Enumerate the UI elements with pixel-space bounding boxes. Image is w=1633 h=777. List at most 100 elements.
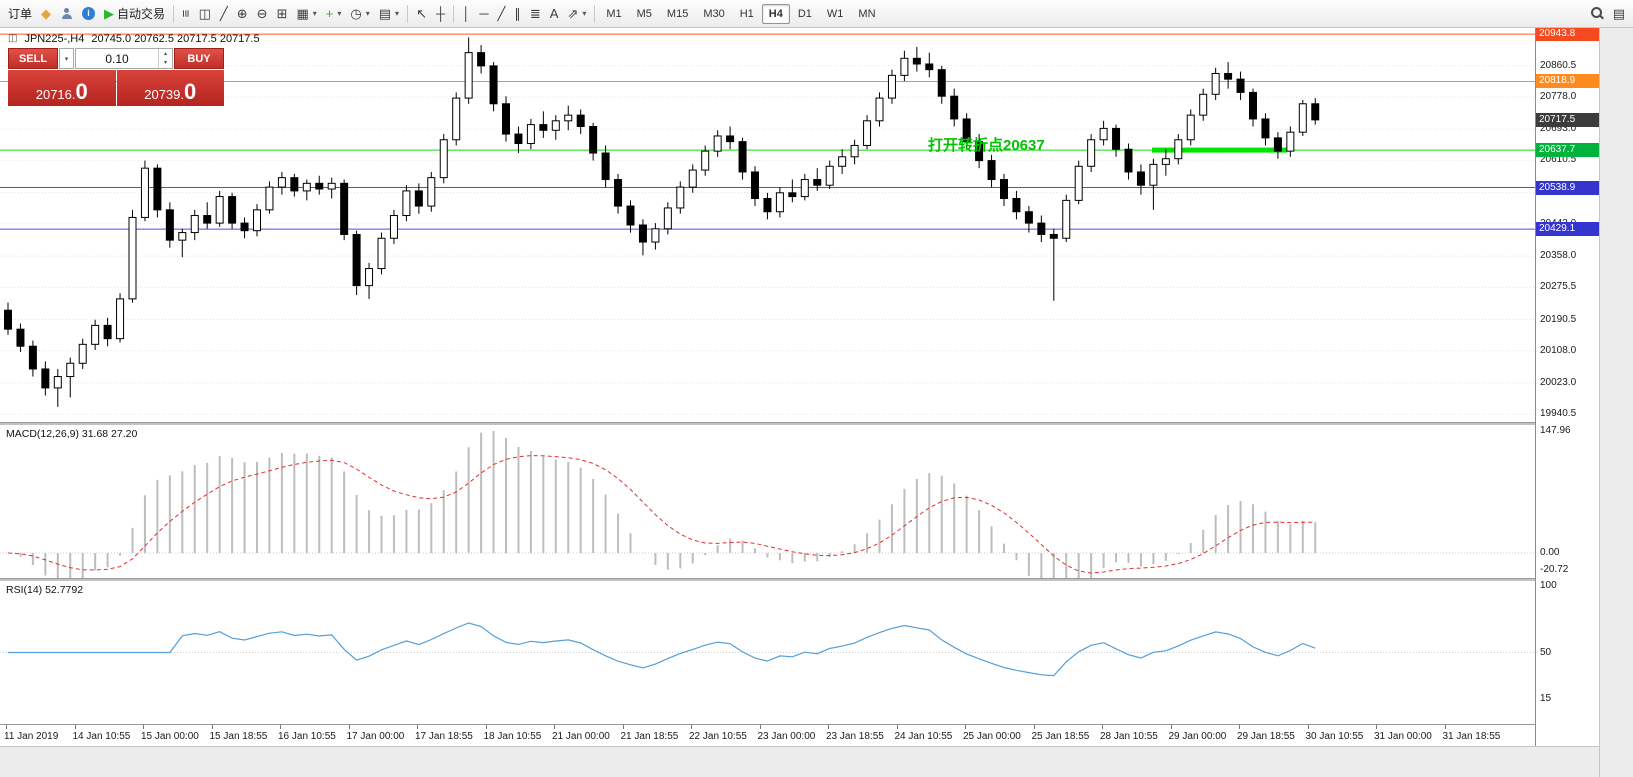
- right-gutter: [1599, 28, 1633, 777]
- rsi-axis-label: 100: [1540, 580, 1557, 591]
- timeframe-w1[interactable]: W1: [826, 7, 844, 20]
- line-chart-icon[interactable]: ╱: [216, 3, 232, 25]
- price-axis[interactable]: 20860.520778.020693.020610.520525.520443…: [1535, 27, 1599, 746]
- line-chart-icon: ╱: [219, 6, 228, 21]
- buy-button[interactable]: BUY: [174, 48, 224, 69]
- buy-price[interactable]: 20739. 0: [116, 70, 224, 106]
- toolbar-separator: [453, 4, 455, 23]
- time-tick: [691, 725, 692, 729]
- panel-menu-icon[interactable]: ▤: [1609, 3, 1629, 25]
- time-axis-label: 23 Jan 18:55: [826, 731, 884, 742]
- time-axis[interactable]: 11 Jan 2019 14 Jan 10:55 15 Jan 00:00 15 Ja…: [0, 724, 1535, 746]
- macd-canvas[interactable]: [0, 425, 1535, 578]
- time-tick: [759, 725, 761, 729]
- volume-up-icon[interactable]: ▴: [163, 50, 167, 57]
- new-order-button[interactable]: 订单: [4, 3, 36, 25]
- volume-spinner[interactable]: ▴ ▾: [158, 49, 172, 68]
- add-indicator-icon: +: [325, 6, 334, 21]
- vertical-line-icon[interactable]: │: [458, 3, 474, 25]
- timeframe-m30[interactable]: M30: [703, 7, 725, 20]
- timeframe-m15[interactable]: M15: [666, 7, 689, 20]
- timeframe-d1[interactable]: D1: [797, 7, 812, 20]
- volume-value[interactable]: 0.10: [105, 51, 129, 66]
- candlestick-chart-icon[interactable]: ◫: [195, 3, 215, 25]
- cursor-icon[interactable]: ↖: [412, 3, 431, 25]
- chevron-down-icon: ▾: [395, 9, 400, 18]
- vertical-line-icon: │: [462, 6, 471, 21]
- rsi-axis-label: 50: [1540, 646, 1552, 658]
- timeframe-h1[interactable]: H1: [739, 7, 754, 20]
- autotrade-button[interactable]: ▶ 自动交易: [100, 3, 169, 25]
- chevron-down-icon: ▾: [337, 9, 342, 18]
- time-axis-label: 14 Jan 10:55: [72, 731, 131, 742]
- chevron-down-icon: ▾: [312, 9, 317, 18]
- search-icon[interactable]: [1587, 3, 1608, 25]
- price-axis-label: 19940.5: [1540, 408, 1577, 420]
- tile-windows-icon: ▦: [296, 6, 309, 21]
- one-click-trading-panel: SELL ▾ 0.10 ▴ ▾ BUY 20716. 0: [8, 48, 224, 106]
- time-tick: [622, 725, 624, 729]
- info-icon[interactable]: i: [78, 3, 99, 25]
- macd-axis-label: -20.72: [1540, 564, 1569, 576]
- volume-field[interactable]: 0.10 ▴ ▾: [75, 48, 173, 69]
- sell-button[interactable]: SELL: [8, 48, 58, 69]
- timeframe-m1[interactable]: M1: [606, 7, 622, 20]
- price-chart-canvas[interactable]: [0, 28, 1535, 422]
- time-axis-label: 11 Jan 2019: [4, 731, 59, 742]
- trendline-icon[interactable]: ╱: [494, 3, 510, 25]
- panel-splitter[interactable]: [0, 422, 1599, 425]
- timeframe-h4[interactable]: H4: [761, 3, 790, 24]
- price-badge: 20717.5: [1536, 112, 1599, 127]
- panel-splitter[interactable]: [0, 578, 1599, 581]
- templates-icon[interactable]: ▤ ▾: [375, 3, 403, 25]
- sell-price[interactable]: 20716. 0: [8, 70, 116, 106]
- time-tick: [211, 725, 213, 729]
- text-icon[interactable]: A: [546, 3, 563, 25]
- rsi-canvas[interactable]: [0, 581, 1535, 724]
- price-chart-panel[interactable]: ◫ JPN225-,H4 20745.0 20762.5 20717.5 207…: [0, 28, 1535, 422]
- chart-title: ◫ JPN225-,H4 20745.0 20762.5 20717.5 207…: [8, 33, 260, 45]
- time-axis-label: 17 Jan 00:00: [346, 731, 405, 742]
- horizontal-line-icon: ─: [479, 6, 489, 21]
- crosshair-icon[interactable]: ┼: [432, 3, 449, 25]
- time-tick: [485, 725, 487, 729]
- tile-windows-icon[interactable]: ▦ ▾: [292, 3, 320, 25]
- rsi-indicator-panel[interactable]: RSI(14) 52.7792: [0, 581, 1535, 724]
- price-badge: 20429.1: [1536, 222, 1599, 237]
- chart-window-icon: ◫: [8, 33, 18, 44]
- time-axis-label: 29 Jan 00:00: [1168, 731, 1227, 742]
- chevron-down-icon: ▾: [582, 9, 587, 18]
- time-axis-label: 21 Jan 18:55: [620, 731, 679, 742]
- time-tick: [554, 725, 555, 729]
- add-indicator-icon[interactable]: + ▾: [322, 3, 346, 25]
- price-axis-label: 20275.5: [1540, 281, 1577, 293]
- macd-indicator-panel[interactable]: MACD(12,26,9) 31.68 27.20: [0, 425, 1535, 578]
- price-badge: 20943.8: [1536, 27, 1599, 42]
- periods-icon[interactable]: ◷ ▾: [346, 3, 373, 25]
- chart-window[interactable]: ◫ JPN225-,H4 20745.0 20762.5 20717.5 207…: [0, 27, 1599, 746]
- channel-icon[interactable]: ∥: [510, 3, 525, 25]
- order-type-dropdown[interactable]: ▾: [59, 48, 74, 69]
- time-axis-label: 17 Jan 18:55: [415, 731, 473, 742]
- new-order-button-label: 订单: [8, 7, 33, 21]
- zoom-in-icon[interactable]: ⊕: [233, 3, 252, 25]
- horizontal-line-icon[interactable]: ─: [475, 3, 492, 25]
- accounts-icon[interactable]: [56, 3, 77, 25]
- arrows-icon[interactable]: ⇗ ▾: [563, 3, 590, 25]
- time-tick: [1102, 725, 1103, 729]
- toolbar-separator: [594, 4, 596, 23]
- volume-down-icon[interactable]: ▾: [163, 59, 167, 66]
- bar-chart-icon[interactable]: ≡: [178, 3, 194, 25]
- grid-icon[interactable]: ⊞: [273, 3, 292, 25]
- price-axis-label: 20778.0: [1540, 90, 1577, 102]
- timeframe-m5[interactable]: M5: [636, 7, 652, 20]
- time-tick: [965, 725, 966, 729]
- zoom-out-icon[interactable]: ⊖: [253, 3, 272, 25]
- chart-text-annotation[interactable]: 打开转折点20637: [928, 137, 1045, 154]
- mql5-community-icon[interactable]: ◆: [37, 3, 55, 25]
- timeframe-mn[interactable]: MN: [858, 7, 876, 20]
- info-icon: i: [82, 7, 96, 20]
- fibonacci-icon[interactable]: ≣: [526, 3, 545, 25]
- candlestick-chart-icon: ◫: [198, 6, 211, 21]
